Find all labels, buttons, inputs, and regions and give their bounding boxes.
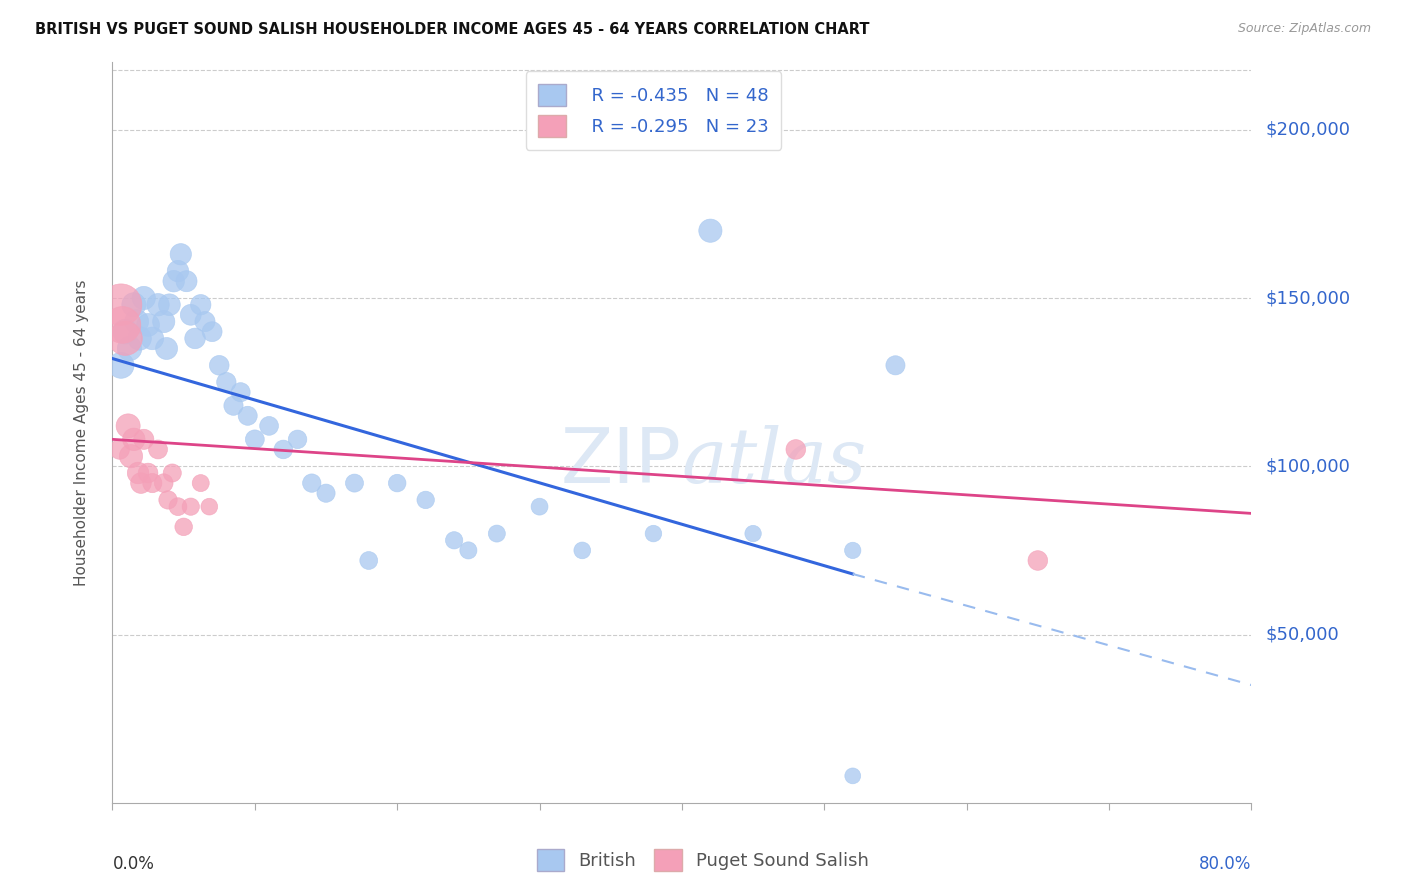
Text: BRITISH VS PUGET SOUND SALISH HOUSEHOLDER INCOME AGES 45 - 64 YEARS CORRELATION : BRITISH VS PUGET SOUND SALISH HOUSEHOLDE… — [35, 22, 870, 37]
Point — [841, 769, 863, 783]
Point — [170, 247, 193, 261]
Point — [457, 543, 479, 558]
Point — [176, 274, 198, 288]
Point — [111, 318, 134, 332]
Point — [1026, 553, 1049, 567]
Point — [155, 342, 177, 356]
Point — [136, 318, 159, 332]
Text: Source: ZipAtlas.com: Source: ZipAtlas.com — [1237, 22, 1371, 36]
Point — [841, 543, 863, 558]
Point — [127, 466, 149, 480]
Point — [146, 298, 169, 312]
Point — [120, 449, 142, 463]
Point — [201, 325, 224, 339]
Point — [167, 264, 190, 278]
Point — [132, 291, 155, 305]
Point — [167, 500, 190, 514]
Text: $150,000: $150,000 — [1265, 289, 1350, 307]
Point — [173, 520, 195, 534]
Legend: British, Puget Sound Salish: British, Puget Sound Salish — [530, 842, 876, 879]
Point — [343, 476, 366, 491]
Point — [159, 298, 180, 312]
Point — [385, 476, 409, 491]
Point — [243, 433, 266, 447]
Point — [287, 433, 309, 447]
Point — [485, 526, 508, 541]
Point — [180, 308, 202, 322]
Point — [180, 500, 202, 514]
Point — [229, 385, 252, 400]
Point — [236, 409, 259, 423]
Point — [208, 359, 231, 373]
Text: atlas: atlas — [682, 425, 868, 500]
Point — [529, 500, 551, 514]
Point — [125, 314, 148, 328]
Point — [222, 399, 245, 413]
Point — [742, 526, 765, 541]
Point — [146, 442, 169, 457]
Point — [162, 466, 184, 480]
Text: $200,000: $200,000 — [1265, 120, 1350, 139]
Point — [271, 442, 295, 457]
Point — [110, 359, 132, 373]
Text: ZIP: ZIP — [561, 425, 682, 500]
Point — [141, 476, 163, 491]
Point — [110, 298, 132, 312]
Point — [122, 433, 145, 447]
Point — [357, 553, 380, 567]
Point — [415, 492, 437, 507]
Y-axis label: Householder Income Ages 45 - 64 years: Householder Income Ages 45 - 64 years — [75, 279, 89, 586]
Point — [190, 476, 212, 491]
Point — [643, 526, 665, 541]
Point — [129, 476, 152, 491]
Text: $100,000: $100,000 — [1265, 458, 1350, 475]
Point — [699, 224, 721, 238]
Point — [571, 543, 593, 558]
Point — [194, 314, 217, 328]
Point — [443, 533, 465, 548]
Point — [117, 418, 139, 433]
Point — [215, 375, 238, 389]
Point — [122, 298, 145, 312]
Point — [190, 298, 212, 312]
Point — [114, 325, 136, 339]
Point — [108, 442, 131, 457]
Point — [152, 476, 174, 491]
Text: $50,000: $50,000 — [1265, 625, 1339, 643]
Point — [884, 359, 907, 373]
Legend:   R = -0.435   N = 48,   R = -0.295   N = 23: R = -0.435 N = 48, R = -0.295 N = 23 — [526, 71, 782, 150]
Text: 0.0%: 0.0% — [112, 855, 155, 872]
Point — [785, 442, 807, 457]
Point — [198, 500, 221, 514]
Point — [141, 331, 163, 345]
Point — [315, 486, 337, 500]
Point — [163, 274, 186, 288]
Point — [156, 492, 179, 507]
Point — [136, 466, 159, 480]
Point — [118, 342, 141, 356]
Point — [132, 433, 155, 447]
Text: 80.0%: 80.0% — [1199, 855, 1251, 872]
Point — [301, 476, 323, 491]
Point — [128, 331, 150, 345]
Point — [257, 418, 280, 433]
Point — [114, 331, 136, 345]
Point — [184, 331, 207, 345]
Point — [152, 314, 174, 328]
